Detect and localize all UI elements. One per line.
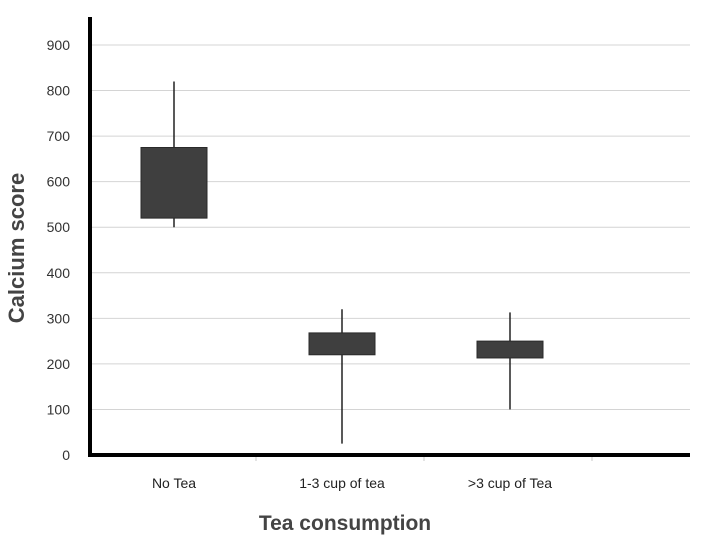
- y-tick-label: 600: [47, 174, 71, 190]
- box-body: [308, 332, 376, 356]
- y-axis-title: Calcium score: [4, 173, 29, 323]
- gridlines: [90, 44, 690, 410]
- y-tick-label: 800: [47, 83, 71, 99]
- box-2: [308, 309, 376, 444]
- y-tick-label: 200: [47, 356, 71, 372]
- box-3: [476, 312, 544, 410]
- category-label: No Tea: [152, 475, 196, 491]
- x-axis-title: Tea consumption: [259, 512, 431, 535]
- y-tick-label: 500: [47, 219, 71, 235]
- category-label: 1-3 cup of tea: [299, 475, 385, 491]
- category-labels: No Tea 1-3 cup of tea >3 cup of Tea: [152, 475, 552, 491]
- y-tick-label: 400: [47, 265, 71, 281]
- category-label: >3 cup of Tea: [468, 475, 552, 491]
- y-tick-label: 900: [47, 37, 71, 53]
- y-tick-label: 0: [62, 447, 70, 463]
- y-tick-label: 300: [47, 310, 71, 326]
- box-body: [476, 340, 544, 359]
- y-tick-label: 100: [47, 401, 71, 417]
- box-1: [140, 81, 208, 228]
- y-tick-label: 700: [47, 128, 71, 144]
- box-body: [140, 147, 208, 219]
- y-tick-labels: 0 100 200 300 400 500 600 700 800 900: [47, 37, 71, 463]
- box-series: [140, 81, 544, 444]
